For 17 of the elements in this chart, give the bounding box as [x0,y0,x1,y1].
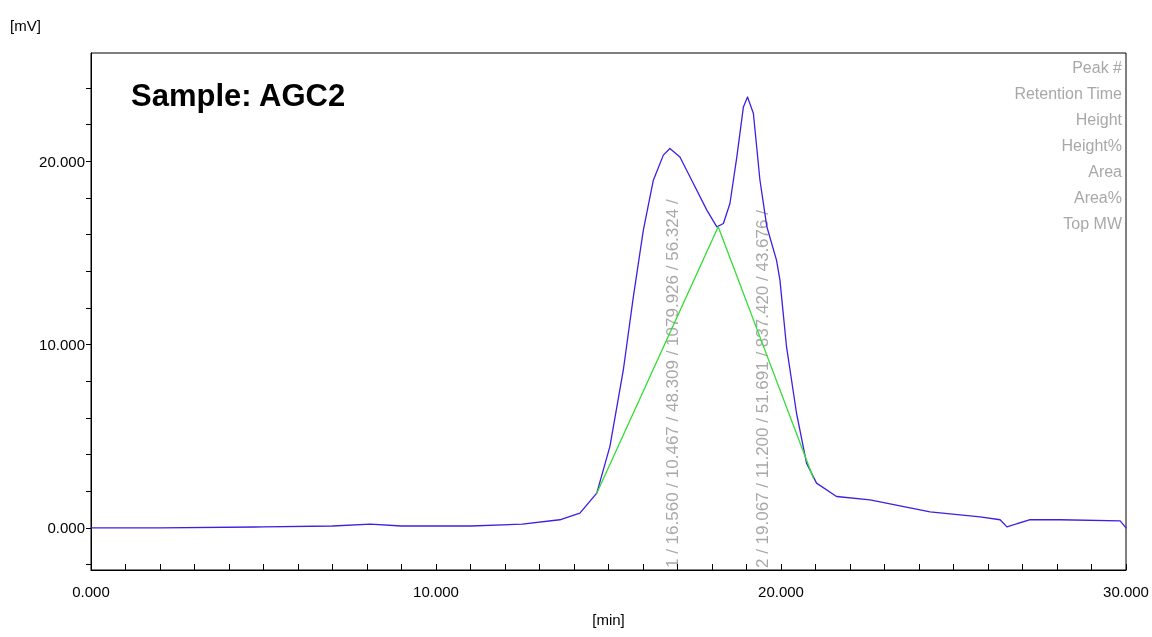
y-tick-label: 10.000 [39,336,85,353]
annotation: Area [1088,162,1123,180]
annotation: Height% [1061,136,1122,154]
x-tick-label: 10.000 [413,583,459,600]
annotation: Top MW [1063,214,1123,232]
y-axis-title: [mV] [10,17,41,34]
x-tick-label: 20.000 [758,583,804,600]
x-tick-label: 30.000 [1103,583,1149,600]
annotation: Height [1075,110,1123,128]
x-axis-title: [min] [592,611,625,628]
annotation: Peak # [1072,58,1123,76]
y-tick-label: 0.000 [47,519,85,537]
y-tick-label: 20.000 [39,152,85,170]
annotation: Retention Time [1014,84,1123,102]
text: Sample: AGC2 [131,78,346,113]
annotation: Area% [1073,188,1122,206]
x-tick-label: 0.000 [72,583,110,600]
